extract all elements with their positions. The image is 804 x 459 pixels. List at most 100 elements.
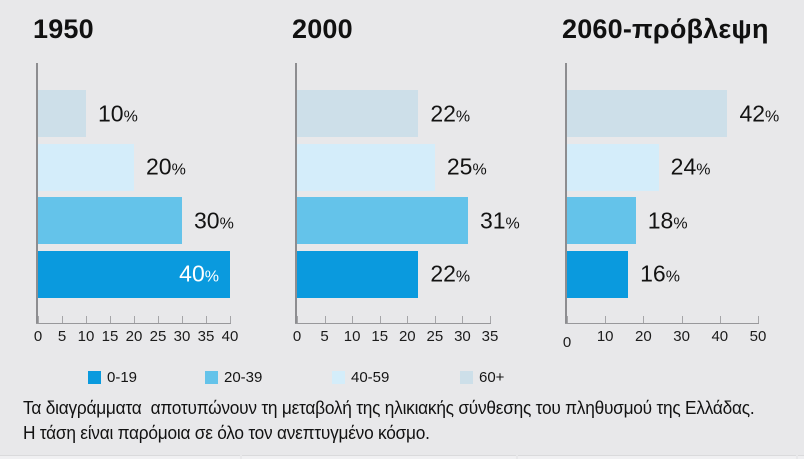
chart-2000: 2000 22% 25% 31% 22% 0 5 10 15 20 25 30 35 (292, 0, 547, 360)
chart-2060-forecast: 2060-πρόβλεψη 42% 24% 18% 16% 0 10 20 30 40 50 (562, 0, 804, 360)
axis-tick-label: 25 (426, 328, 444, 345)
axis-tick (719, 316, 721, 323)
chart-title: 2000 (292, 14, 353, 44)
axis-tick-label: 40 (711, 328, 729, 345)
axis-tick-label: 10 (343, 328, 361, 345)
bar-019: 40% (38, 250, 230, 298)
bar-value-label: 31% (479, 207, 520, 233)
bar-value-label: 22% (430, 100, 471, 126)
axis-tick-label: 20 (635, 328, 652, 345)
legend-item-20-39: 20-39 (205, 367, 262, 387)
legend-swatch-0-19 (88, 370, 101, 384)
axis-tick (643, 316, 645, 323)
chart-title: 2060-πρόβλεψη (562, 14, 769, 44)
axis-tick (182, 316, 183, 323)
axis-tick (681, 316, 683, 323)
axis-tick-label: 0 (562, 334, 572, 351)
x-axis: 0 5 10 15 20 25 30 35 40 (34, 0, 238, 360)
bar-value-label: 16% (640, 260, 680, 287)
axis-tick-label: 40 (221, 328, 239, 345)
legend-item-0-19: 0-19 (88, 367, 137, 387)
axis-tick (462, 316, 464, 323)
axis-tick-label: 10 (77, 328, 95, 345)
bar-value-label: 10% (98, 100, 138, 126)
axis-tick-label: 50 (749, 328, 767, 345)
axis-tick (605, 316, 607, 323)
bar-value-label: 20% (146, 153, 186, 180)
bar-2039: 31% (297, 197, 520, 244)
bar-60: 10% (38, 90, 138, 137)
axis-tick (158, 316, 159, 323)
axis-tick-label: 30 (454, 328, 471, 345)
bar-value-label: 25% (446, 153, 487, 180)
bar-2039: 18% (567, 197, 688, 244)
axis-tick-label: 5 (320, 328, 329, 345)
axis-tick (206, 316, 207, 323)
axis-tick-label: 20 (398, 328, 416, 345)
bar-value-label: 42% (739, 100, 780, 126)
legend-label: 60+ (479, 368, 505, 386)
bar-019: 22% (297, 250, 470, 298)
axis-tick (230, 316, 231, 323)
axis-tick (379, 316, 381, 323)
caption-line-2: Η τάση είναι παρόμοια σε όλο τον ανεπτυγ… (23, 423, 430, 443)
plot-area: 10% 20% 30% 40% (38, 90, 234, 298)
strip-divider (796, 455, 798, 459)
axis-tick (490, 316, 491, 323)
axis-tick (62, 316, 63, 323)
axis-tick-label: 0 (292, 328, 302, 345)
bar-2039: 30% (38, 197, 234, 244)
y-axis-line (36, 63, 38, 324)
axis-tick (567, 316, 568, 323)
axis-tick (434, 316, 436, 323)
caption-line-1: Τα διαγράμματα αποτυπώνουν τη μεταβολή τ… (23, 398, 755, 418)
axis-tick-label: 20 (125, 328, 143, 345)
axis-tick-label: 5 (57, 328, 67, 345)
legend-item-40-59: 40-59 (332, 367, 389, 387)
strip-divider (240, 455, 242, 459)
plot-area: 42% 24% 18% 16% (567, 90, 779, 298)
legend-swatch-40-59 (332, 370, 345, 384)
axis-tick (407, 316, 409, 323)
legend-label: 40-59 (351, 368, 390, 386)
y-axis-line (295, 63, 297, 324)
bar-60: 42% (567, 90, 779, 137)
x-axis: 0 10 20 30 40 50 (563, 0, 766, 360)
axis-tick-label: 15 (371, 328, 389, 345)
axis-tick-label: 15 (101, 328, 119, 345)
bar-value-label: 30% (194, 207, 234, 233)
bar-value-label: 24% (670, 153, 711, 180)
caption: Τα διαγράμματα αποτυπώνουν τη μεταβολή τ… (23, 396, 804, 446)
bottom-edge-strip (0, 455, 804, 459)
x-axis: 0 5 10 15 20 25 30 35 (293, 0, 498, 360)
axis-tick-label: 35 (481, 328, 499, 345)
legend-swatch-20-39 (205, 370, 218, 384)
axis-tick-label: 10 (596, 328, 614, 345)
axis-tick-label: 35 (197, 328, 215, 345)
x-axis-line (36, 323, 231, 324)
bar-019: 16% (567, 250, 680, 298)
legend-swatch-60plus (460, 370, 473, 384)
axis-tick (324, 316, 326, 323)
bar-value-label: 40% (179, 260, 219, 287)
axis-tick (86, 316, 87, 323)
bar-60: 22% (297, 90, 470, 137)
axis-tick (38, 316, 39, 323)
axis-tick-label: 25 (149, 328, 167, 345)
legend-label: 0-19 (107, 368, 138, 386)
plot-area: 22% 25% 31% 22% (297, 90, 520, 298)
bar-value-label: 18% (647, 207, 688, 233)
strip-divider (516, 455, 518, 459)
chart-1950: 1950 10% 20% 30% 40% 0 5 10 15 20 25 30 35 40 (33, 0, 288, 360)
axis-tick (110, 316, 111, 323)
axis-tick-label: 30 (673, 328, 690, 345)
x-axis-line (295, 323, 491, 324)
chart-title: 1950 (33, 14, 94, 44)
x-axis-line (565, 323, 759, 324)
bar-4059: 24% (567, 143, 711, 191)
legend: 0-19 20-39 40-59 60+ (0, 367, 804, 389)
y-axis-line (565, 63, 567, 324)
axis-tick (297, 316, 298, 323)
legend-label: 20-39 (224, 368, 263, 386)
